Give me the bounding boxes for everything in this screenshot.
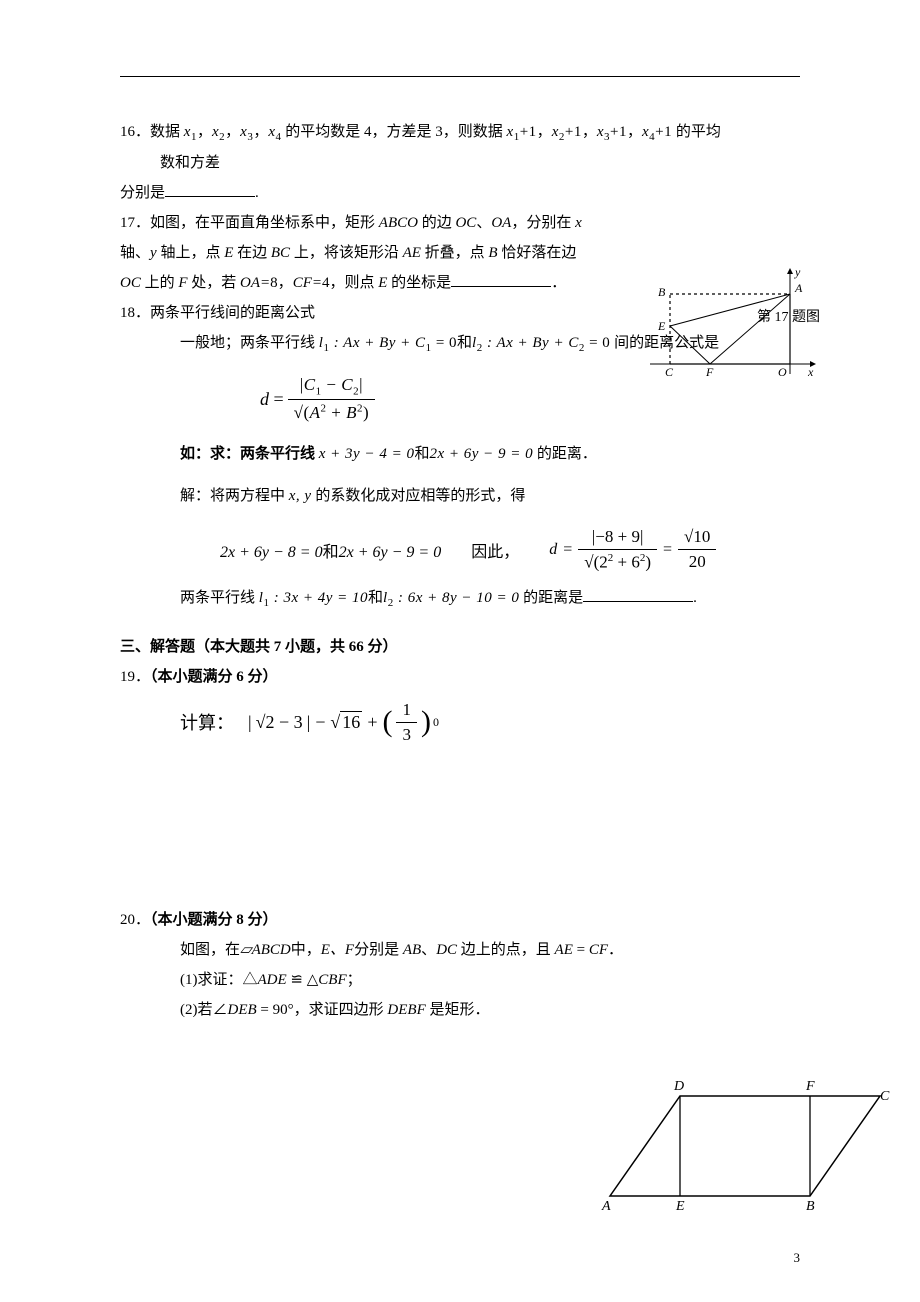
q20-num: 20．: [120, 912, 150, 928]
page-number: 3: [794, 1250, 801, 1266]
q18-sol-pre: 解：将两方程中 x, y 的系数化成对应相等的形式，得: [120, 481, 800, 511]
q20-p1: (1)求证：△ADE ≌ △CBF；: [120, 965, 800, 995]
q19-head: 19．（本小题满分 6 分）: [120, 662, 800, 692]
q17-line1: 17．如图，在平面直角坐标系中，矩形 ABCO 的边 OC、OA，分别在 x: [120, 208, 800, 238]
page-content: 16．数据 x1，x2，x3，x4 的平均数是 4，方差是 3，则数据 x1+1…: [120, 76, 800, 1025]
q18-blank: [583, 586, 693, 602]
svg-text:F: F: [705, 365, 714, 379]
q19-workspace: [120, 745, 800, 905]
svg-text:B: B: [806, 1199, 815, 1214]
svg-text:A: A: [601, 1199, 611, 1214]
q20-p2: (2)若∠DEB = 90°，求证四边形 DEBF 是矩形．: [120, 995, 800, 1025]
svg-text:O: O: [778, 365, 787, 379]
svg-text:F: F: [805, 1079, 815, 1094]
q16-line3: 分别是.: [120, 178, 800, 208]
q16-num: 16．: [120, 124, 150, 140]
svg-text:C: C: [665, 365, 674, 379]
q16-blank: [165, 181, 255, 197]
svg-text:B: B: [658, 285, 666, 299]
svg-text:D: D: [673, 1079, 684, 1094]
svg-text:E: E: [657, 319, 666, 333]
top-rule: [120, 76, 800, 77]
q16-line2: 数和方差: [120, 148, 800, 178]
svg-text:C: C: [880, 1089, 890, 1104]
q17-figure: B A E C F O x y: [640, 264, 820, 384]
q18-example: 如：求：两条平行线 x + 3y − 4 = 0和2x + 6y − 9 = 0…: [120, 439, 800, 469]
q20-line1: 如图，在▱ABCD中，E、F分别是 AB、DC 边上的点，且 AE = CF．: [120, 935, 800, 965]
q18-num: 18．: [120, 305, 150, 321]
q18-ask: 两条平行线 l1 : 3x + 4y = 10和l2 : 6x + 8y − 1…: [120, 583, 800, 614]
q20-figure: D F C A E B: [590, 1076, 900, 1216]
q18-sol-eq: 2x + 6y − 8 = 0和2x + 6y − 9 = 0 因此， d = …: [220, 527, 800, 573]
svg-text:y: y: [794, 265, 801, 279]
q17-blank: [451, 271, 551, 287]
svg-text:A: A: [794, 281, 803, 295]
q19-num: 19．: [120, 669, 150, 685]
q19-calc: 计算： |√2 − 3| − √16 + ( 13 )0: [180, 700, 800, 745]
svg-text:x: x: [807, 365, 814, 379]
svg-text:E: E: [675, 1199, 685, 1214]
q16-line1: 16．数据 x1，x2，x3，x4 的平均数是 4，方差是 3，则数据 x1+1…: [120, 117, 800, 148]
q18-frac: |C1 − C2| √(A2 + B2): [288, 375, 376, 423]
section3-title: 三、解答题（本大题共 7 小题，共 66 分）: [120, 632, 800, 662]
q20-head: 20．（本小题满分 8 分）: [120, 905, 800, 935]
q17-num: 17．: [120, 215, 150, 231]
